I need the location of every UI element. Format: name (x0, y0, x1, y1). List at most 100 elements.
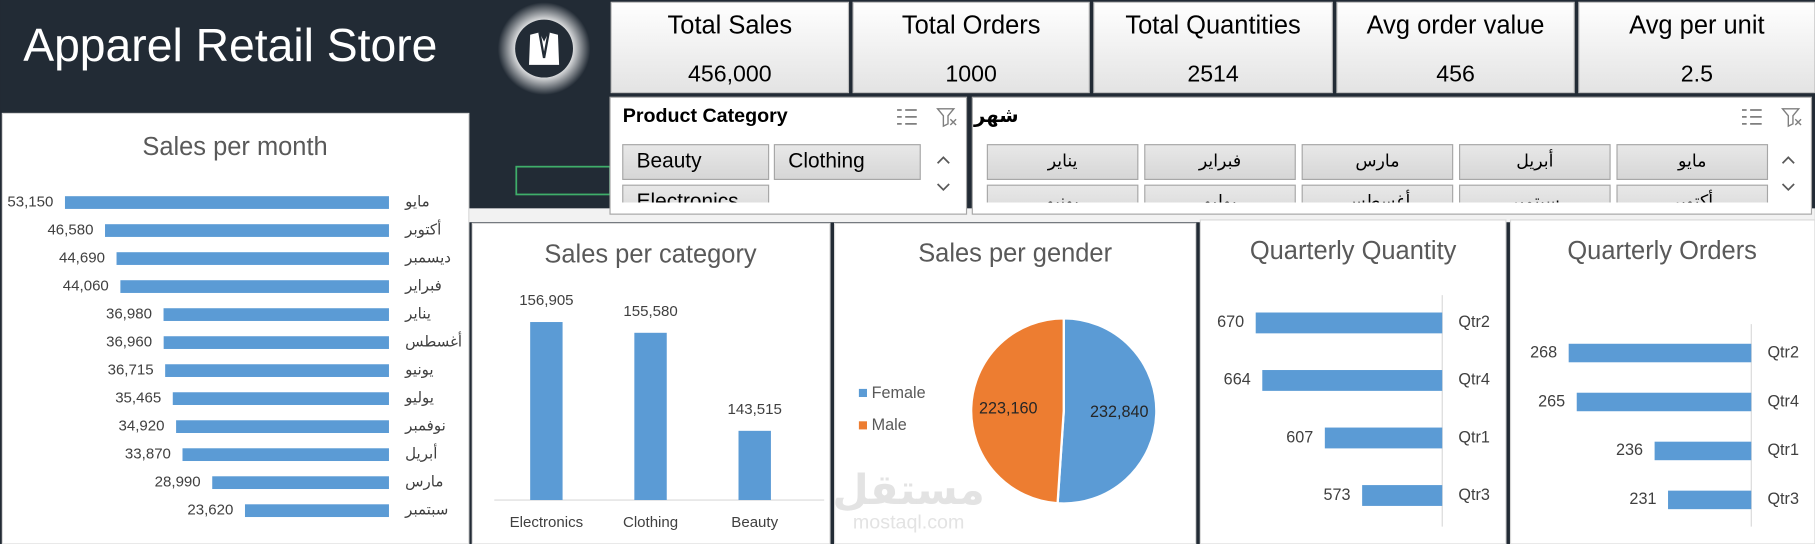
slicer-item-label[interactable]: يوليو (1202, 191, 1236, 211)
kpi-card (1336, 1, 1575, 94)
data-label: 33,870 (125, 446, 171, 463)
y-tick-label: سبتمبر (404, 502, 448, 519)
legend-swatch (858, 388, 867, 398)
slicer-item-label[interactable]: سبتمبر (1509, 191, 1560, 211)
slicer-item-label[interactable]: أغسطس (1345, 190, 1411, 211)
slicer-button[interactable] (622, 144, 770, 180)
scroll-up[interactable] (1781, 156, 1795, 164)
data-label: 44,060 (63, 278, 109, 295)
kpi-label: Avg per unit (1629, 11, 1764, 39)
y-tick-label: مايو (404, 194, 430, 211)
data-label: 155,580 (623, 303, 677, 320)
slicer-button[interactable] (773, 144, 921, 180)
slicer-button[interactable] (1301, 184, 1454, 220)
data-label: 268 (1530, 343, 1557, 361)
slicer-button[interactable] (1616, 144, 1769, 180)
y-tick-label: Qtr3 (1458, 486, 1489, 504)
kpi-label: Total Quantities (1125, 11, 1300, 39)
chart-title: Sales per category (544, 241, 756, 269)
y-tick-label: أكتوبر (404, 220, 441, 239)
data-label: 28,990 (155, 474, 201, 491)
scroll-up[interactable] (936, 156, 950, 164)
slicer-title: Product Category (623, 105, 788, 127)
bar (1654, 441, 1752, 461)
kpi-value: 1000 (945, 60, 996, 86)
y-tick-label: Qtr4 (1767, 392, 1798, 410)
data-label: 664 (1224, 371, 1251, 389)
slicer-item-label[interactable]: مايو (1677, 151, 1706, 171)
kpi-value: 456,000 (688, 60, 772, 86)
slicer-item-label[interactable]: فبراير (1198, 151, 1241, 171)
y-tick-label: أغسطس (405, 332, 462, 351)
slicer-button[interactable] (986, 144, 1139, 180)
x-tick-label: Electronics (510, 514, 584, 531)
data-label: 670 (1217, 313, 1244, 331)
bar (105, 224, 389, 237)
legend-swatch (858, 421, 867, 430)
slicer-item-label[interactable]: Beauty (637, 150, 702, 173)
slicer-items: يناير فبراير مارس أبريل مايو يونيو يوليو أغسطس س… (986, 144, 1769, 220)
bar (1668, 490, 1752, 510)
data-label: 223,160 (979, 399, 1038, 417)
slicer-title: شهر (973, 105, 1019, 127)
kpi-card (610, 1, 850, 94)
clear-filter-icon[interactable] (1781, 108, 1802, 128)
data-label: 232,840 (1090, 403, 1149, 421)
multi-select-icon[interactable] (1742, 109, 1762, 125)
slicer-item-label[interactable]: يونيو (1045, 191, 1079, 211)
slicer-button[interactable] (1459, 184, 1611, 220)
scroll-down[interactable] (936, 183, 950, 192)
slicer-button[interactable] (622, 184, 770, 220)
multi-select-icon[interactable] (897, 109, 917, 125)
bar (1324, 427, 1443, 449)
data-label: 36,715 (108, 362, 154, 379)
slicer-item-label[interactable]: يناير (1047, 151, 1078, 171)
y-tick-label: Qtr1 (1767, 441, 1798, 459)
slicer-button[interactable] (1144, 184, 1296, 220)
slicer-item-label[interactable]: أبريل (1516, 150, 1553, 171)
chart-title: Sales per month (142, 133, 327, 161)
slicer-button[interactable] (1616, 184, 1769, 220)
bar (1362, 485, 1443, 506)
slicer-item-label[interactable]: أكتوبر (1670, 190, 1713, 211)
bar (634, 332, 667, 501)
bar (163, 308, 389, 321)
kpi-label: Total Sales (668, 11, 793, 39)
data-label: 36,960 (106, 334, 152, 351)
bar (64, 196, 389, 209)
slicer-button[interactable] (1459, 144, 1611, 180)
chart-panel (1, 112, 470, 544)
y-tick-label: فبراير (404, 278, 442, 295)
legend-label: Male (872, 416, 907, 434)
bar (165, 364, 389, 377)
bar (163, 336, 389, 349)
pie-slice (970, 317, 1065, 505)
data-label: 23,620 (187, 502, 233, 519)
kpi-value: 2.5 (1681, 60, 1713, 86)
bar (172, 392, 389, 405)
y-tick-label: ديسمبر (404, 250, 451, 267)
y-tick-label: Qtr2 (1767, 343, 1798, 361)
slicer-item-label[interactable]: Electronics (637, 190, 739, 213)
kpi-card (1578, 1, 1815, 94)
slicer-item-label[interactable]: Clothing (788, 150, 864, 173)
y-tick-label: Qtr1 (1458, 428, 1489, 446)
slicer-button[interactable] (1144, 144, 1296, 180)
bar (1255, 312, 1443, 334)
slicer-button[interactable] (986, 184, 1139, 220)
bar (738, 430, 771, 501)
data-label: 607 (1286, 428, 1313, 446)
y-tick-label: Qtr2 (1458, 313, 1489, 331)
scroll-down[interactable] (1781, 183, 1795, 192)
kpi-label: Total Orders (902, 11, 1041, 39)
slicer-item-label[interactable]: مارس (1355, 151, 1399, 171)
bar (212, 476, 389, 490)
data-label: 36,980 (106, 306, 152, 323)
slicer-button[interactable] (1301, 144, 1454, 180)
clear-filter-icon[interactable] (936, 108, 957, 128)
data-label: 143,515 (728, 401, 782, 418)
bar (176, 420, 389, 434)
bar (1576, 392, 1752, 412)
